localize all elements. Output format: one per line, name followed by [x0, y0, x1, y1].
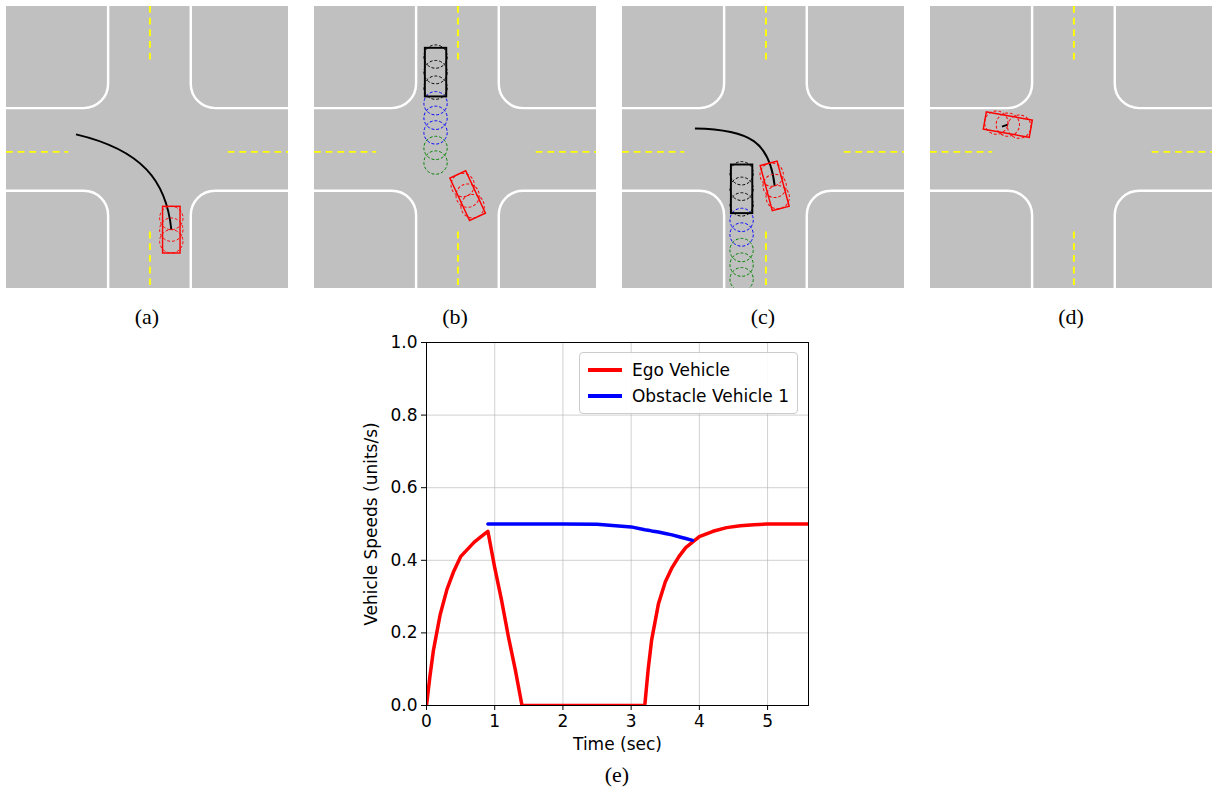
svg-text:4: 4: [694, 711, 705, 731]
svg-text:0.6: 0.6: [390, 477, 417, 497]
svg-text:5: 5: [762, 711, 773, 731]
html-text:(a): (a): [134, 304, 160, 329]
html-text:(c): (c): [750, 304, 776, 329]
svg-text:0: 0: [421, 711, 432, 731]
svg-text:0.4: 0.4: [390, 550, 417, 570]
html-text:(b): (b): [442, 304, 468, 329]
svg-text:1.0: 1.0: [390, 332, 417, 352]
html-text:(d): (d): [1058, 304, 1084, 329]
svg-text:0.8: 0.8: [390, 405, 417, 425]
html-text:Ego Vehicle: Ego Vehicle: [631, 360, 731, 380]
svg-text:2: 2: [558, 711, 569, 731]
svg-text:Time (sec): Time (sec): [572, 734, 662, 754]
html-text:Obstacle Vehicle 1: Obstacle Vehicle 1: [631, 386, 789, 406]
svg-text:0.2: 0.2: [390, 622, 417, 642]
svg-text:1: 1: [489, 711, 500, 731]
svg-text:Vehicle Speeds (units/s): Vehicle Speeds (units/s): [361, 422, 381, 625]
html-text:(e): (e): [604, 762, 630, 787]
svg-text:3: 3: [626, 711, 637, 731]
svg-text:0.0: 0.0: [390, 695, 417, 715]
